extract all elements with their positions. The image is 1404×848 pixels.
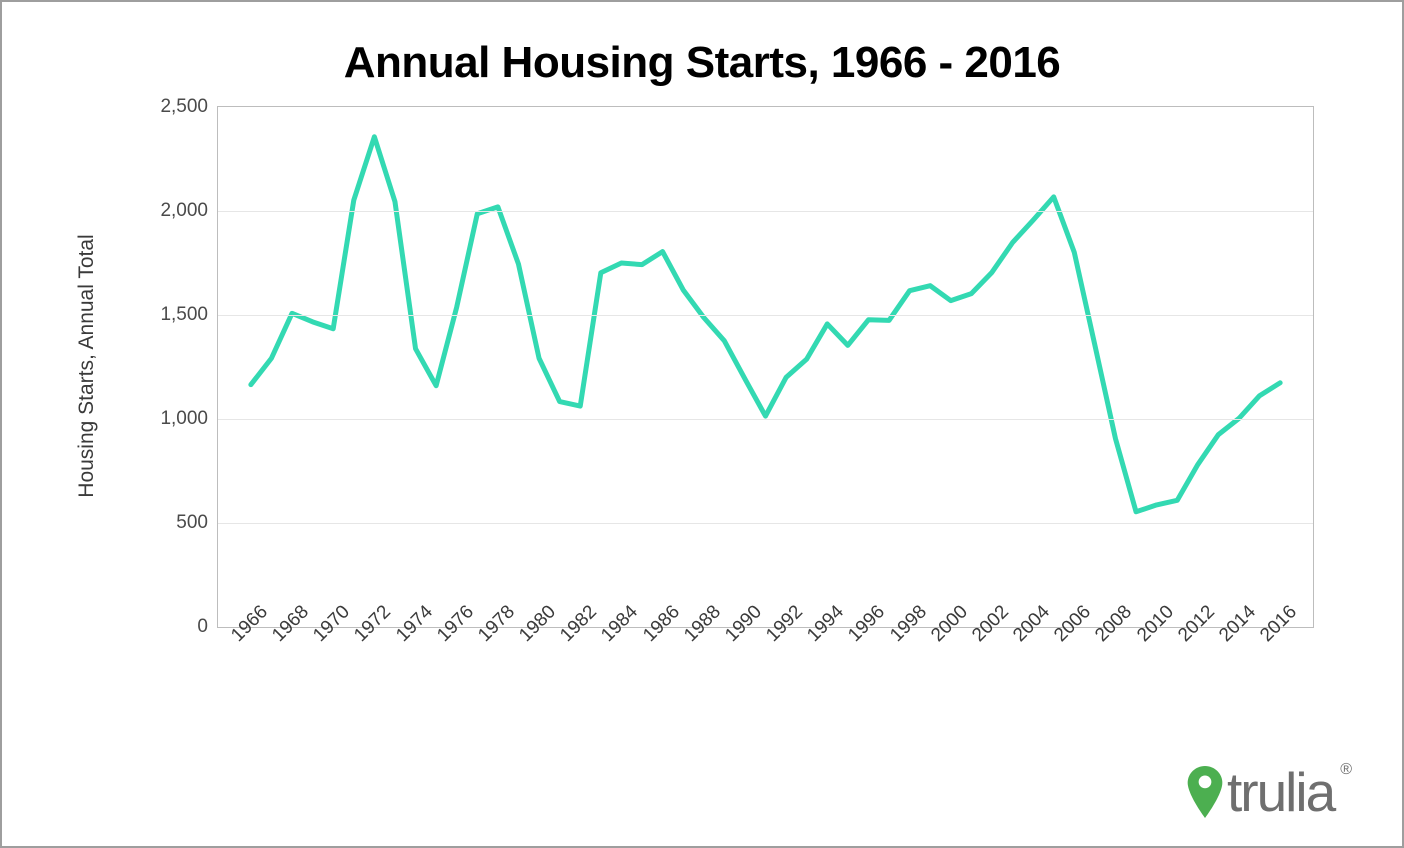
plot-area: 05001,0001,5002,0002,5001966196819701972… — [217, 106, 1314, 628]
chart-card: Annual Housing Starts, 1966 - 2016 Housi… — [0, 0, 1404, 848]
y-tick-label: 2,000 — [160, 200, 208, 222]
y-tick-label: 500 — [176, 512, 208, 534]
chart-title: Annual Housing Starts, 1966 - 2016 — [42, 38, 1362, 88]
gridline — [218, 211, 1313, 212]
line-series — [218, 107, 1313, 627]
brand-name: trulia — [1227, 760, 1334, 824]
y-tick-label: 0 — [197, 616, 208, 638]
y-tick-label: 1,500 — [160, 304, 208, 326]
gridline — [218, 523, 1313, 524]
housing-starts-line — [251, 137, 1280, 512]
gridline — [218, 315, 1313, 316]
y-axis-title: Housing Starts, Annual Total — [75, 234, 99, 497]
chart-area: Housing Starts, Annual Total 05001,0001,… — [42, 106, 1362, 726]
map-pin-icon — [1187, 766, 1223, 818]
registered-mark: ® — [1340, 761, 1352, 779]
brand-logo: trulia ® — [1187, 760, 1352, 824]
y-tick-label: 1,000 — [160, 408, 208, 430]
y-tick-label: 2,500 — [160, 96, 208, 118]
gridline — [218, 419, 1313, 420]
